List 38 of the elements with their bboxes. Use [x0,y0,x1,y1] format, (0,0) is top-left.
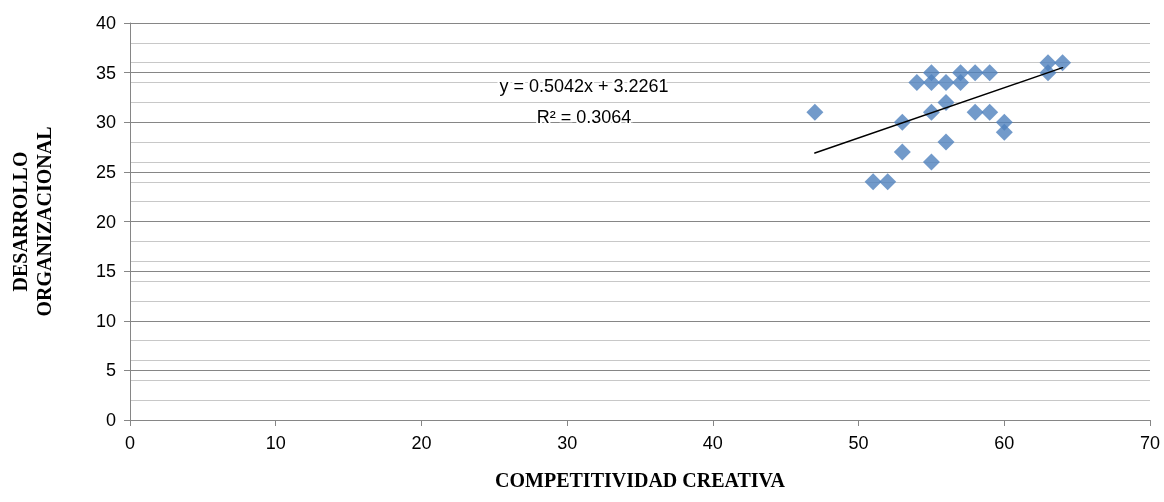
x-tick-label: 70 [1139,433,1161,453]
x-tick-label: 40 [702,433,723,453]
y-tick-label: 15 [95,261,116,282]
x-tick-label: 50 [848,433,869,453]
point [1054,54,1072,72]
point [806,103,824,121]
point [922,153,940,171]
point [966,103,984,121]
y-tick-label: 30 [95,112,116,133]
point [864,173,882,191]
point [952,74,970,92]
point [893,143,911,161]
y-tick-label: 0 [105,410,116,430]
point [937,133,955,151]
point [937,93,955,111]
x-axis-title: COMPETITIVIDAD CREATIVA [495,469,786,491]
x-tick-label: 30 [557,433,578,453]
point [966,64,984,82]
y-tick-label: 40 [95,13,116,33]
y-tick-label: 10 [95,310,116,331]
point [981,64,999,82]
x-tick-label: 0 [124,433,136,453]
y-tick-label: 5 [105,360,116,381]
point [937,74,955,92]
y-tick-label: 25 [95,161,116,182]
point [908,74,926,92]
annotation: R² = 0.3064 [536,107,632,127]
point [922,74,940,92]
y-tick-label: 35 [95,62,116,83]
point [981,103,999,121]
y-tick-label: 20 [95,211,116,232]
x-tick-label: 20 [411,433,432,453]
point [879,173,897,191]
annotation: y = 0.5042x + 3.2261 [499,76,669,96]
x-tick-label: 10 [265,433,286,453]
point [995,123,1013,141]
y-axis-title: DESARROLLO ORGANIZACIONAL [9,126,55,317]
x-tick-label: 60 [994,433,1015,453]
